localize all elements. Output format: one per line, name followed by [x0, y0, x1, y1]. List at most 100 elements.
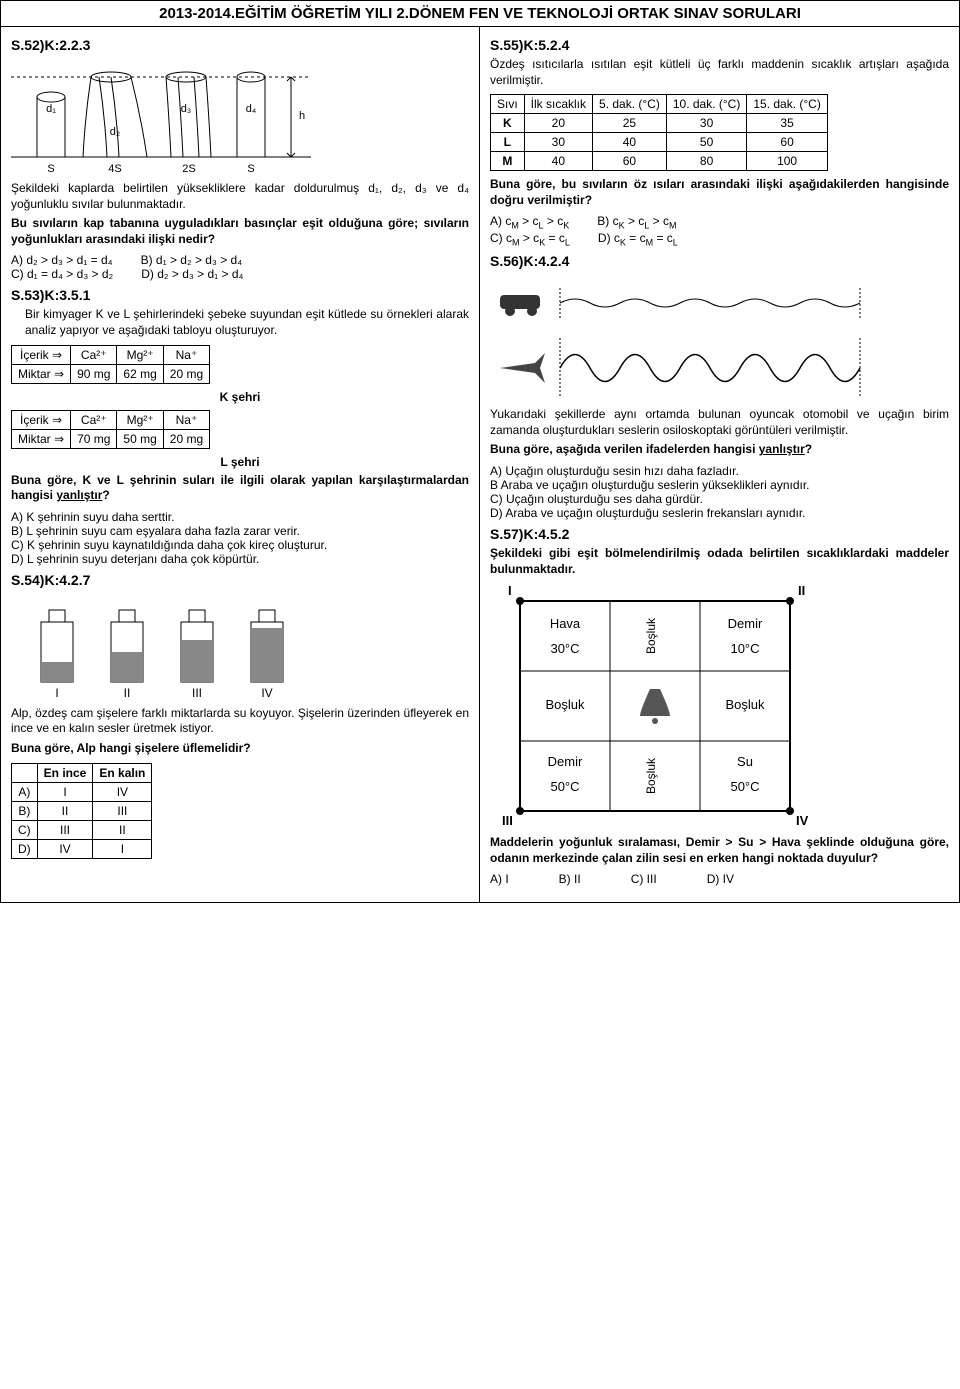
q53-opt-a: A) K şehrinin suyu daha serttir.: [11, 510, 469, 524]
q55-opt-d: D) cK = cM = cL: [598, 231, 678, 247]
q55-opt-b: B) cK > cL > cM: [597, 214, 676, 230]
cell: Miktar ⇒: [12, 364, 71, 383]
cell: I: [37, 782, 93, 801]
svg-text:10°C: 10°C: [730, 641, 759, 656]
exam-page: 2013-2014.EĞİTİM ÖĞRETİM YILI 2.DÖNEM FE…: [0, 0, 960, 903]
cell: İçerik ⇒: [12, 345, 71, 364]
q57-label: S.57)K:4.5.2: [490, 526, 949, 542]
cell: Na⁺: [163, 410, 209, 429]
q56-opt-a: A) Uçağın oluşturduğu sesin hızı daha fa…: [490, 464, 949, 478]
svg-text:Boşluk: Boşluk: [644, 617, 658, 654]
cell: M: [491, 152, 525, 171]
cell: 80: [666, 152, 747, 171]
page-title: 2013-2014.EĞİTİM ÖĞRETİM YILI 2.DÖNEM FE…: [1, 1, 959, 27]
q56-opt-c: C) Uçağın oluşturduğu ses daha gürdür.: [490, 492, 949, 506]
q53-opt-b: B) L şehrinin suyu cam eşyalara daha faz…: [11, 524, 469, 538]
q53-opt-c: C) K şehrinin suyu kaynatıldığında daha …: [11, 538, 469, 552]
cell: B): [12, 801, 38, 820]
q56-text2c: ?: [805, 442, 812, 456]
q54-table: En ince En kalın A)IIV B)IIIII C)IIIII D…: [11, 763, 152, 859]
svg-text:Boşluk: Boşluk: [725, 697, 765, 712]
q57-room-figure: I II III IV Hava 30°C Boşluk Demir 10°C …: [490, 581, 820, 831]
q55-table: Sıvı İlk sıcaklık 5. dak. (°C) 10. dak. …: [490, 94, 828, 171]
q57-opt-d: D) IV: [707, 872, 734, 886]
q54-bottles-figure: I II III IV: [11, 592, 331, 702]
cell: İçerik ⇒: [12, 410, 71, 429]
svg-text:Boşluk: Boşluk: [644, 757, 658, 794]
q53-k-caption: K şehri: [11, 390, 469, 404]
cell: 60: [593, 152, 667, 171]
cell: İlk sıcaklık: [524, 95, 592, 114]
cell: 30: [666, 114, 747, 133]
q53-label: S.53)K:3.5.1: [11, 287, 469, 303]
q53-text2: Buna göre, K ve L şehrinin suları ile il…: [11, 473, 469, 504]
cell: 35: [747, 114, 828, 133]
q55-text2: Buna göre, bu sıvıların öz ısıları arası…: [490, 177, 949, 208]
svg-text:III: III: [192, 686, 202, 700]
q56-text2a: Buna göre, aşağıda verilen ifadelerden h…: [490, 442, 759, 456]
q57-text1: Şekildeki gibi eşit bölmelendirilmiş oda…: [490, 546, 949, 577]
cell: 10. dak. (°C): [666, 95, 747, 114]
q53-table-k: İçerik ⇒ Ca²⁺ Mg²⁺ Na⁺ Miktar ⇒ 90 mg 62…: [11, 345, 210, 384]
cell: Ca²⁺: [71, 345, 117, 364]
cell: 20 mg: [163, 364, 209, 383]
cell: 20: [524, 114, 592, 133]
q53-opt-d: D) L şehrinin suyu deterjanı daha çok kö…: [11, 552, 469, 566]
q55-options: A) cM > cL > cK B) cK > cL > cM C) cM > …: [490, 214, 949, 247]
svg-text:d₄: d₄: [246, 103, 257, 115]
q55-opt-c: C) cM > cK = cL: [490, 231, 570, 247]
cell: En ince: [37, 763, 93, 782]
q56-opt-d: D) Araba ve uçağın oluşturduğu seslerin …: [490, 506, 949, 520]
cell: IV: [37, 839, 93, 858]
q55-text1: Özdeş ısıtıcılarla ısıtılan eşit kütleli…: [490, 57, 949, 88]
svg-text:Demir: Demir: [548, 754, 583, 769]
svg-text:2S: 2S: [182, 163, 195, 175]
svg-text:Hava: Hava: [550, 616, 581, 631]
cell: II: [93, 820, 152, 839]
svg-text:Demir: Demir: [728, 616, 763, 631]
q56-options: A) Uçağın oluşturduğu sesin hızı daha fa…: [490, 464, 949, 520]
cell: 5. dak. (°C): [593, 95, 667, 114]
cell: D): [12, 839, 38, 858]
cell: 90 mg: [71, 364, 117, 383]
q52-opt-b: B) d₁ > d₂ > d₃ > d₄: [141, 253, 243, 267]
q56-car-wave-figure: [490, 273, 870, 333]
cell: C): [12, 820, 38, 839]
cell: Mg²⁺: [117, 410, 163, 429]
q52-text1: Şekildeki kaplarda belirtilen yükseklikl…: [11, 181, 469, 212]
cell: 62 mg: [117, 364, 163, 383]
q53-text2c: ?: [102, 488, 109, 502]
svg-text:II: II: [798, 583, 805, 598]
cell: IV: [93, 782, 152, 801]
q55-label: S.55)K:5.2.4: [490, 37, 949, 53]
cell: 60: [747, 133, 828, 152]
q57-text2: Maddelerin yoğunluk sıralaması, Demir > …: [490, 835, 949, 866]
cell: Mg²⁺: [117, 345, 163, 364]
svg-text:4S: 4S: [108, 163, 121, 175]
cell: Ca²⁺: [71, 410, 117, 429]
cell: Na⁺: [163, 345, 209, 364]
svg-text:IV: IV: [261, 686, 272, 700]
q52-opt-d: D) d₂ > d₃ > d₁ > d₄: [141, 267, 243, 281]
q57-opt-c: C) III: [631, 872, 657, 886]
q52-label: S.52)K:2.2.3: [11, 37, 469, 53]
svg-text:III: III: [502, 813, 513, 828]
q52-vessels-figure: d₁ d₂ d₃ d₄: [11, 57, 311, 177]
svg-text:S: S: [247, 163, 254, 175]
svg-text:IV: IV: [796, 813, 809, 828]
q53-text2b: yanlıştır: [56, 488, 102, 502]
q56-label: S.56)K:4.2.4: [490, 253, 949, 269]
q53-l-caption: L şehri: [11, 455, 469, 469]
q52-opt-a: A) d₂ > d₃ > d₁ = d₄: [11, 253, 113, 267]
q52-text2: Bu sıvıların kap tabanına uyguladıkları …: [11, 216, 469, 247]
svg-text:Boşluk: Boşluk: [545, 697, 585, 712]
q53-options: A) K şehrinin suyu daha serttir. B) L şe…: [11, 510, 469, 566]
q56-plane-wave-figure: [490, 333, 870, 403]
svg-text:d₂: d₂: [110, 126, 120, 138]
q54-text1: Alp, özdeş cam şişelere farklı miktarlar…: [11, 706, 469, 737]
svg-text:h: h: [299, 110, 305, 122]
q54-text2: Buna göre, Alp hangi şişelere üflemelidi…: [11, 741, 469, 757]
q53-text1: Bir kimyager K ve L şehirlerindeki şebek…: [25, 307, 469, 338]
cell: En kalın: [93, 763, 152, 782]
cell: L: [491, 133, 525, 152]
